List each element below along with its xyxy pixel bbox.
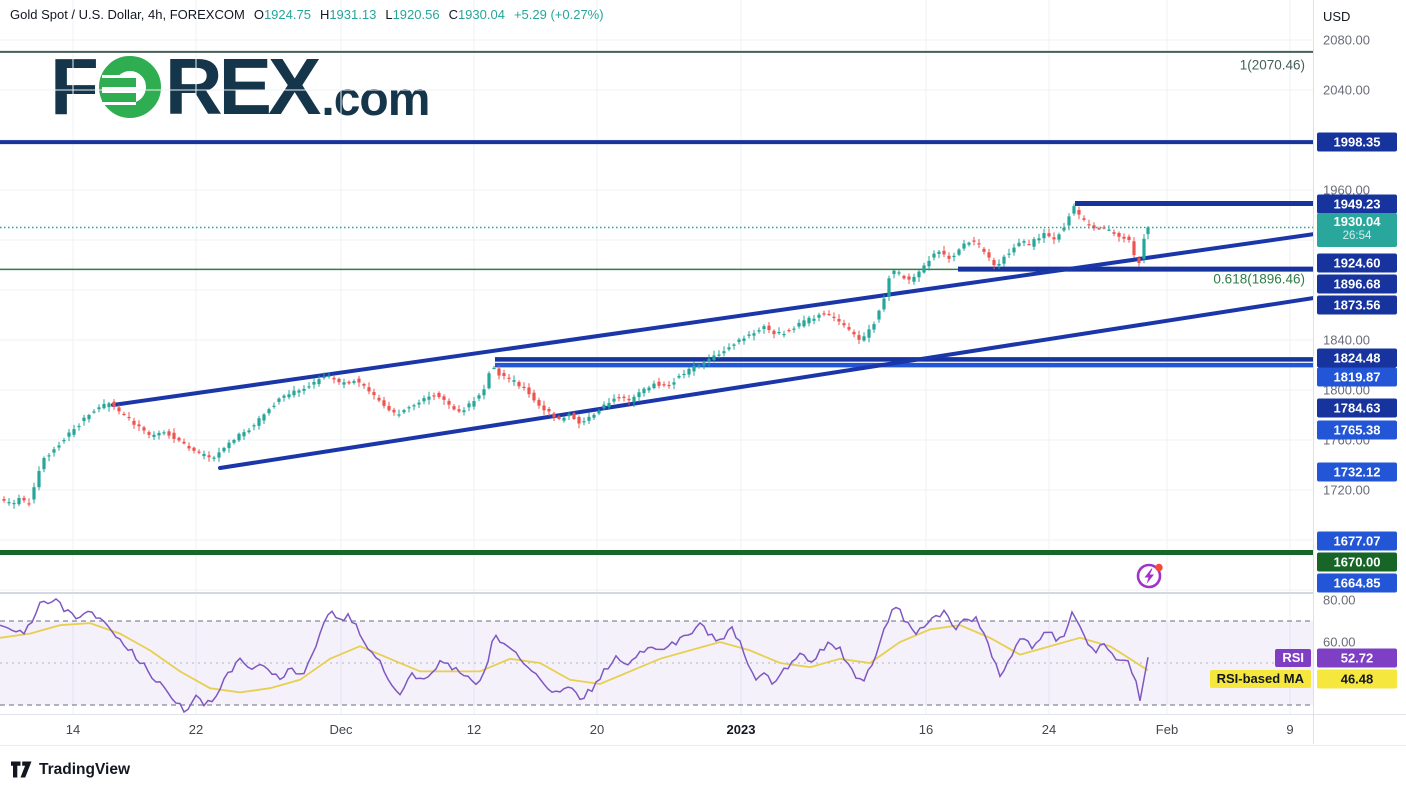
forex-watermark-logo: F REX .com (50, 41, 430, 131)
time-tick: 2023 (726, 722, 756, 737)
time-tick: 20 (589, 722, 605, 737)
ohlc-l: L1920.56 (385, 7, 440, 22)
current-price-value: 1930.04 (1333, 214, 1381, 229)
price-level-badge: 1949.23 (1317, 194, 1397, 214)
price-level-badge: 1819.87 (1317, 367, 1397, 387)
rsi-name-badge: RSI (1275, 649, 1311, 667)
time-tick: 14 (65, 722, 81, 737)
ohlc-o: O1924.75 (253, 7, 311, 22)
rsi-ma-name-badge: RSI-based MA (1209, 670, 1311, 688)
price-level-badge: 1873.56 (1317, 295, 1397, 315)
price-level-badge: 1765.38 (1317, 420, 1397, 440)
price-pane[interactable] (0, 0, 1313, 593)
time-tick: 12 (466, 722, 482, 737)
watermark-letter-f: F (50, 41, 99, 131)
forex-o-currency-icon (98, 55, 161, 118)
current-price-badge: 1930.04 26:54 (1317, 213, 1397, 247)
lightning-alert-icon[interactable] (1135, 560, 1165, 590)
ohlc-c: C1930.04 (448, 7, 505, 22)
watermark-suffix: .com (321, 73, 430, 126)
time-axis[interactable]: 14 22 Dec 12 20 2023 16 24 Feb 9 (0, 714, 1406, 746)
rsi-line (0, 597, 1149, 714)
time-tick: 24 (1041, 722, 1057, 737)
tradingview-logo[interactable]: TradingView (10, 760, 130, 779)
price-axis[interactable]: USD 2080.00 2040.00 1960.00 1840.00 1800.00 1… (1313, 0, 1406, 744)
time-tick: 22 (188, 722, 204, 737)
time-tick: 16 (918, 722, 934, 737)
price-level-badge: 1824.48 (1317, 348, 1397, 368)
bar-countdown: 26:54 (1342, 230, 1372, 242)
pane-separator[interactable] (0, 592, 1313, 594)
tradingview-brand-text: TradingView (39, 760, 131, 778)
price-level-badge: 1664.85 (1317, 573, 1397, 593)
symbol-title: Gold Spot / U.S. Dollar, 4h, FOREXCOM (10, 7, 245, 22)
candles-layer (2, 203, 1150, 509)
axis-currency-label: USD (1323, 9, 1351, 24)
time-tick: 9 (1286, 722, 1294, 737)
ohlc-values: O1924.75 H1931.13 L1920.56 C1930.04 (245, 7, 505, 22)
price-level-badge: 52.72 (1317, 648, 1397, 668)
axis-price-label: 1960.00 (1323, 182, 1370, 198)
fib-annotation: 1(2070.46) (1239, 57, 1305, 73)
axis-price-label: 1720.00 (1323, 482, 1370, 498)
axis-price-label: 80.00 (1323, 592, 1356, 608)
axis-price-label: 2080.00 (1323, 32, 1370, 48)
price-level-badge: 1924.60 (1317, 253, 1397, 273)
axis-price-label: 2040.00 (1323, 82, 1370, 98)
price-level-badge: 1998.35 (1317, 132, 1397, 152)
watermark-letters-rex: REX (164, 41, 321, 131)
rsi-pane[interactable] (0, 593, 1313, 714)
tradingview-glyph-icon (11, 761, 32, 778)
rsi-ma-line (0, 622, 1149, 694)
time-tick: Feb (1155, 722, 1179, 737)
axis-price-label: 1840.00 (1323, 332, 1370, 348)
time-tick: Dec (329, 722, 353, 737)
price-level-badge: 1732.12 (1317, 462, 1397, 482)
price-level-badge: 46.48 (1317, 669, 1397, 689)
symbol-legend: Gold Spot / U.S. Dollar, 4h, FOREXCOM O19… (10, 7, 604, 22)
fib-annotation: 0.618(1896.46) (1213, 271, 1305, 287)
notification-dot (1155, 563, 1163, 572)
change-value: +5.29 (+0.27%) (513, 7, 604, 22)
price-level-badge: 1784.63 (1317, 398, 1397, 418)
price-level-badge: 1677.07 (1317, 531, 1397, 551)
price-level-badge: 1670.00 (1317, 552, 1397, 572)
axis-price-label: 60.00 (1323, 634, 1356, 650)
price-level-badge: 1896.68 (1317, 274, 1397, 294)
ohlc-h: H1931.13 (319, 7, 377, 22)
